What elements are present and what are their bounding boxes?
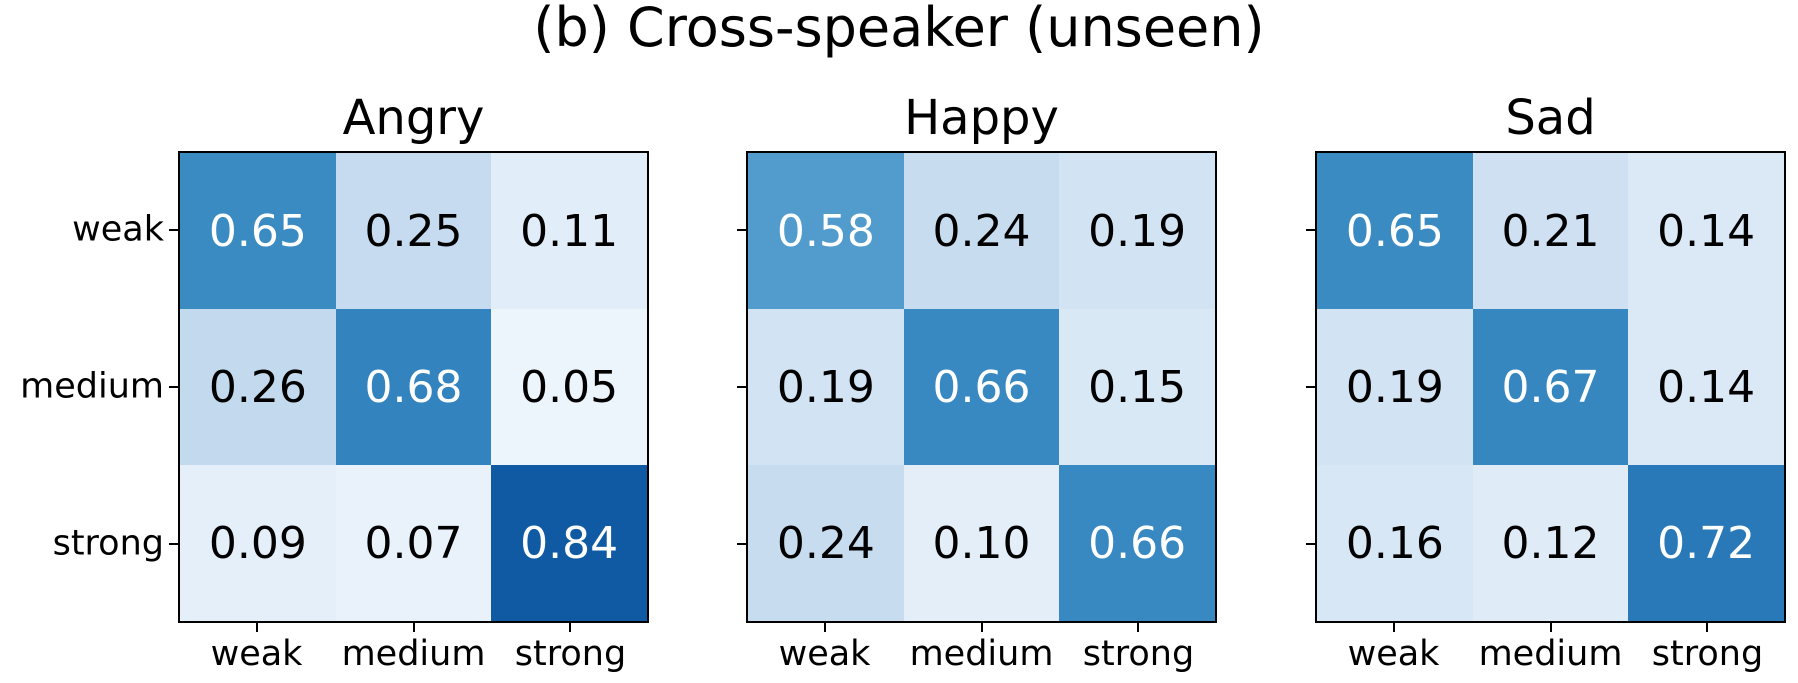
heatmap-cell: 0.16	[1317, 465, 1473, 621]
x-tick-mark	[412, 623, 415, 632]
subplot-angry-title: Angry	[342, 89, 485, 146]
y-tick-mark	[737, 228, 746, 231]
x-tick-label-weak: weak	[778, 634, 871, 674]
x-tick-mark	[1706, 623, 1709, 632]
x-tick-label-medium: medium	[1478, 634, 1623, 674]
heatmap-cell: 0.19	[748, 309, 904, 465]
x-tick-label-strong: strong	[1082, 634, 1195, 674]
x-tick-mark	[980, 623, 983, 632]
heatmap-cell: 0.15	[1059, 309, 1215, 465]
heatmap-cell: 0.09	[180, 465, 336, 621]
y-tick-mark	[169, 228, 178, 231]
heatmap-cell: 0.26	[180, 309, 336, 465]
heatmap-cell: 0.66	[1059, 465, 1215, 621]
subplot-happy-title: Happy	[904, 89, 1059, 146]
x-tick-mark	[823, 623, 826, 632]
heatmap-cell: 0.24	[903, 153, 1060, 309]
heatmap-cell: 0.21	[1472, 153, 1629, 309]
heatmap-cell: 0.66	[903, 309, 1060, 465]
x-tick-label-strong: strong	[1651, 634, 1764, 674]
x-tick-mark	[1392, 623, 1395, 632]
y-tick-mark	[737, 543, 746, 546]
heatmap-cell: 0.68	[335, 309, 492, 465]
heatmap-cell: 0.84	[491, 465, 647, 621]
y-tick-label-weak: weak	[72, 209, 164, 250]
heatmap-cell: 0.19	[1059, 153, 1215, 309]
heatmap-cell: 0.65	[1317, 153, 1473, 309]
heatmap-cell: 0.72	[1628, 465, 1784, 621]
x-tick-label-medium: medium	[341, 634, 486, 674]
x-tick-mark	[569, 623, 572, 632]
heatmap-sad: 0.65 0.21 0.14 0.19 0.67 0.14 0.16 0.12 …	[1315, 151, 1786, 623]
y-tick-mark	[1306, 386, 1315, 388]
y-tick-label-medium: medium	[20, 366, 164, 407]
heatmap-angry: 0.65 0.25 0.11 0.26 0.68 0.05 0.09 0.07 …	[178, 151, 649, 623]
x-tick-mark	[255, 623, 258, 632]
heatmap-cell: 0.58	[748, 153, 904, 309]
y-tick-mark	[169, 386, 178, 388]
heatmap-cell: 0.12	[1472, 465, 1629, 621]
heatmap-cell: 0.11	[491, 153, 647, 309]
subplot-sad: Sad 0.65 0.21 0.14 0.19 0.67 0.14 0.16 0…	[1306, 92, 1786, 672]
heatmap-cell: 0.19	[1317, 309, 1473, 465]
x-tick-label-weak: weak	[1347, 634, 1440, 674]
heatmap-happy: 0.58 0.24 0.19 0.19 0.66 0.15 0.24 0.10 …	[746, 151, 1217, 623]
heatmap-cell: 0.10	[903, 465, 1060, 621]
y-tick-mark	[1306, 228, 1315, 231]
subplot-sad-title: Sad	[1505, 89, 1596, 146]
x-tick-label-weak: weak	[210, 634, 303, 674]
heatmap-cell: 0.05	[491, 309, 647, 465]
x-tick-label-strong: strong	[514, 634, 627, 674]
heatmap-cell: 0.14	[1628, 309, 1784, 465]
x-tick-mark	[1137, 623, 1140, 632]
heatmap-cell: 0.24	[748, 465, 904, 621]
heatmap-cell: 0.25	[335, 153, 492, 309]
y-tick-mark	[737, 386, 746, 388]
x-tick-mark	[1549, 623, 1552, 632]
heatmap-cell: 0.65	[180, 153, 336, 309]
heatmap-cell: 0.67	[1472, 309, 1629, 465]
heatmap-cell: 0.07	[335, 465, 492, 621]
y-tick-mark	[169, 543, 178, 546]
x-tick-label-medium: medium	[909, 634, 1054, 674]
subplot-angry: Angry weak medium strong 0.65 0.25 0.11 …	[20, 92, 649, 672]
heatmap-cell: 0.14	[1628, 153, 1784, 309]
subplot-happy: Happy 0.58 0.24 0.19 0.19 0.66 0.15 0.24…	[737, 92, 1217, 672]
y-tick-mark	[1306, 543, 1315, 546]
figure-title: (b) Cross-speaker (unseen)	[533, 0, 1265, 59]
y-tick-label-strong: strong	[52, 523, 164, 564]
